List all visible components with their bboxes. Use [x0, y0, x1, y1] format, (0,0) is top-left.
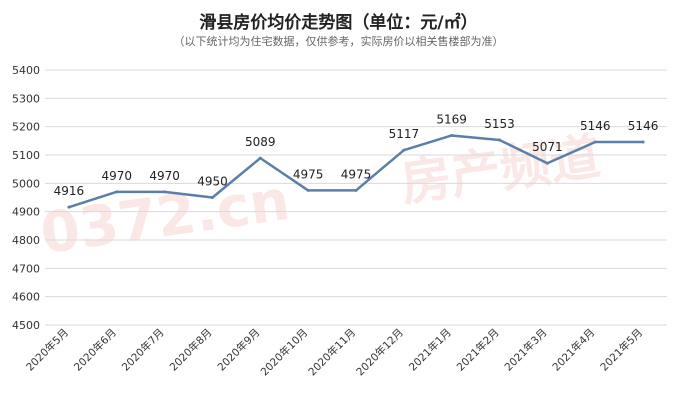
y-tick-label: 4500 [12, 319, 40, 332]
data-point [67, 205, 71, 209]
data-label: 5153 [484, 117, 515, 131]
data-label: 4970 [149, 169, 180, 183]
x-tick-label: 2021年2月 [454, 326, 502, 374]
data-label: 4970 [101, 169, 132, 183]
data-point [545, 161, 549, 165]
x-tick-label: 2020年8月 [167, 326, 215, 374]
y-tick-label: 5100 [12, 149, 40, 162]
y-tick-label: 5400 [12, 64, 40, 77]
y-tick-label: 5200 [12, 121, 40, 134]
x-tick-label: 2020年7月 [119, 326, 167, 374]
x-tick-label: 2021年5月 [598, 326, 646, 374]
data-label: 5089 [245, 135, 276, 149]
data-point [210, 196, 214, 199]
data-point [450, 133, 454, 137]
data-label: 4916 [54, 184, 85, 198]
data-point [258, 156, 262, 160]
y-tick-label: 5300 [12, 92, 40, 105]
data-point [641, 140, 645, 144]
data-point [306, 188, 310, 192]
x-tick-label: 2021年4月 [550, 326, 598, 374]
data-point [402, 148, 406, 152]
data-point [593, 140, 597, 144]
y-tick-label: 4700 [12, 262, 40, 275]
x-tick-label: 2021年1月 [406, 326, 454, 374]
data-label: 4975 [341, 167, 372, 181]
data-point [115, 190, 119, 194]
data-point [498, 138, 502, 142]
data-label: 5117 [389, 127, 420, 141]
chart-subtitle: （以下统计均为住宅数据，仅供参考，实际房价以相关售楼部为准） [173, 35, 504, 48]
data-label: 5169 [436, 112, 467, 126]
x-tick-label: 2020年12月 [354, 326, 406, 378]
data-label: 5071 [532, 140, 563, 154]
data-point [354, 188, 358, 192]
x-tick-label: 2020年10月 [258, 326, 310, 378]
x-tick-label: 2020年9月 [215, 326, 263, 374]
y-tick-label: 5000 [12, 177, 40, 190]
y-tick-label: 4800 [12, 234, 40, 247]
data-label: 5146 [628, 119, 659, 133]
data-point [163, 190, 167, 194]
data-label: 4975 [293, 167, 324, 181]
data-label: 5146 [580, 119, 611, 133]
x-tick-label: 2020年6月 [71, 326, 119, 374]
y-tick-label: 4900 [12, 206, 40, 219]
x-tick-label: 2021年3月 [502, 326, 550, 374]
y-tick-label: 4600 [12, 291, 40, 304]
x-tick-label: 2020年5月 [23, 326, 71, 374]
chart-title: 滑县房价均价走势图（单位：元/㎡） [199, 13, 478, 33]
data-label: 4950 [197, 175, 228, 189]
x-tick-label: 2020年11月 [306, 326, 358, 378]
